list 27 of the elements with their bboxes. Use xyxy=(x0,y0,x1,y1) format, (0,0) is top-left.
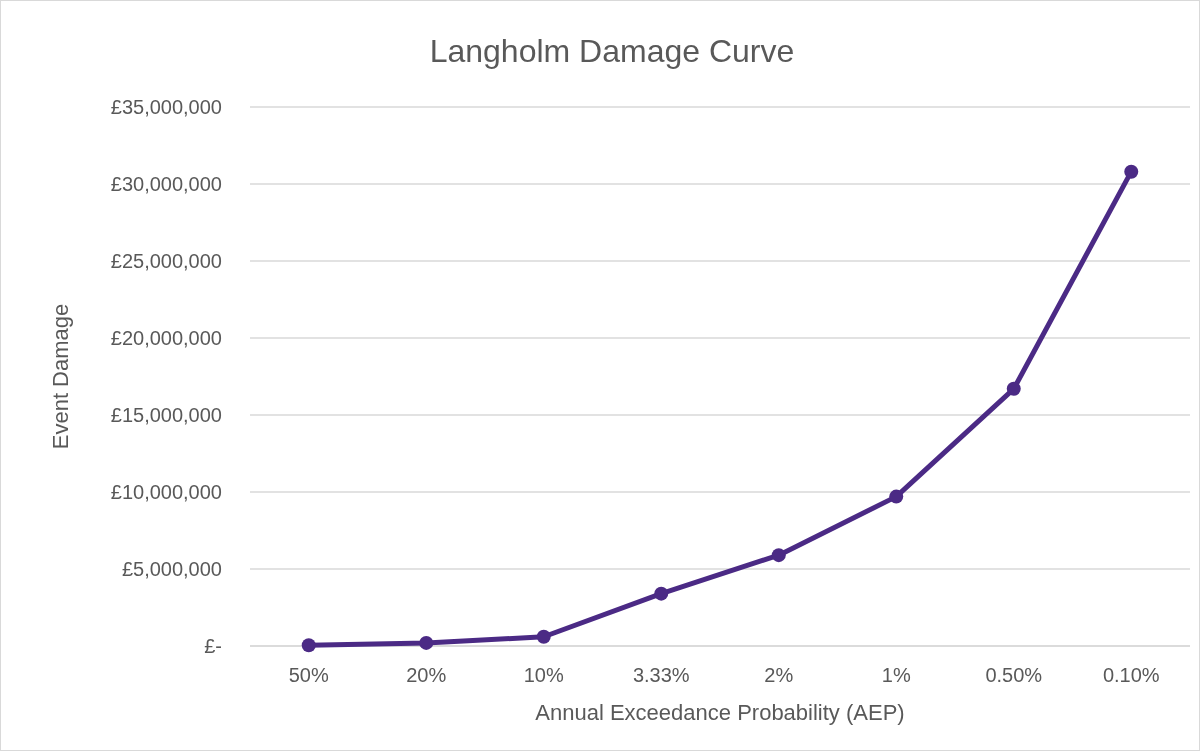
point xyxy=(1124,164,1139,179)
y-tick-label: £30,000,000 xyxy=(110,173,222,195)
y-tick-label: £15,000,000 xyxy=(110,404,222,426)
point xyxy=(536,629,551,644)
chart-title: Langholm Damage Curve xyxy=(429,33,795,69)
point xyxy=(419,635,434,650)
x-axis-title: Annual Exceedance Probability (AEP) xyxy=(535,700,905,725)
point xyxy=(771,548,786,563)
x-tick-label: 50% xyxy=(288,664,329,686)
y-tick-label: £25,000,000 xyxy=(110,250,222,272)
x-tick-label: 20% xyxy=(406,664,447,686)
x-tick-label: 2% xyxy=(764,664,794,686)
y-axis-title: Event Damage xyxy=(48,303,73,450)
point xyxy=(654,586,669,601)
y-tick-label: £35,000,000 xyxy=(110,96,222,118)
y-tick-label: £10,000,000 xyxy=(110,481,222,503)
point xyxy=(889,489,904,504)
y-tick-label: £20,000,000 xyxy=(110,327,222,349)
y-tick-label: £- xyxy=(204,635,222,657)
x-tick-label: 1% xyxy=(881,664,911,686)
y-tick-label: £5,000,000 xyxy=(121,558,222,580)
x-tick-label: 0.50% xyxy=(985,664,1043,686)
x-tick-label: 10% xyxy=(523,664,564,686)
x-tick-label: 0.10% xyxy=(1102,664,1160,686)
point xyxy=(301,638,316,653)
point xyxy=(1006,381,1021,396)
x-tick-label: 3.33% xyxy=(632,664,690,686)
